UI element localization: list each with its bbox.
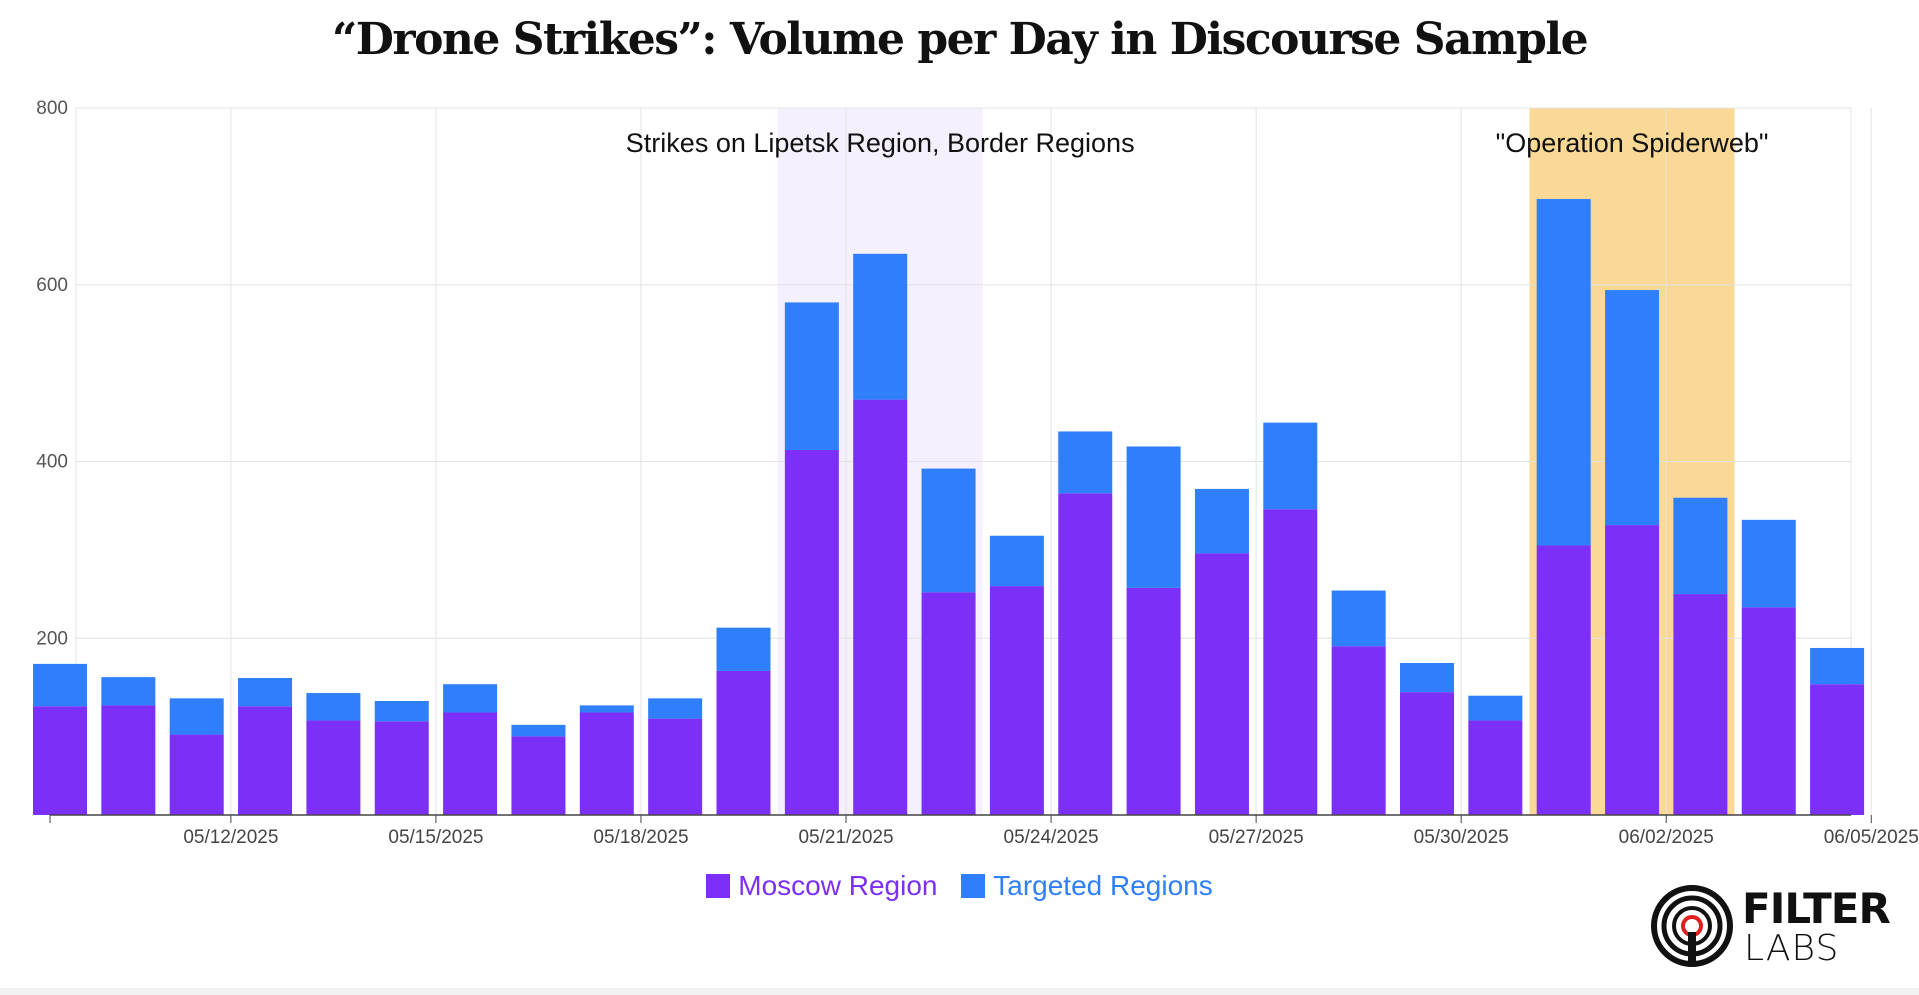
x-tick-label: 05/24/2025 <box>1004 827 1099 848</box>
bar-targeted <box>989 535 1044 587</box>
legend: Moscow Region Targeted Regions <box>0 870 1919 905</box>
legend-swatch-targeted <box>961 874 986 898</box>
x-tick-label: 05/27/2025 <box>1209 827 1304 848</box>
bar-moscow <box>784 450 839 815</box>
bar-moscow <box>1741 607 1796 815</box>
bar-targeted <box>1126 446 1181 588</box>
bar-moscow <box>101 705 156 815</box>
bar-targeted <box>101 677 156 706</box>
x-tick-label: 06/05/2025 <box>1824 827 1919 848</box>
bar-moscow <box>1673 594 1728 815</box>
filter-labs-logo: FILTER LABS <box>1650 880 1891 980</box>
highlight-label: "Operation Spiderweb" <box>1496 128 1769 158</box>
y-tick-label: 600 <box>36 275 68 296</box>
bar-moscow <box>716 670 771 815</box>
bar-targeted <box>1058 431 1113 494</box>
bar-moscow <box>443 712 498 815</box>
bar-moscow <box>1126 587 1181 815</box>
legend-swatch-moscow <box>706 874 731 898</box>
bar-targeted <box>784 302 839 451</box>
bar-moscow <box>1536 545 1591 815</box>
bar-targeted <box>1194 488 1249 554</box>
bar-moscow <box>1331 646 1386 815</box>
bars <box>33 199 1865 815</box>
bar-moscow <box>238 706 293 815</box>
x-tick-label: 06/02/2025 <box>1619 827 1714 848</box>
bar-targeted <box>1468 695 1523 721</box>
bar-targeted <box>238 678 293 707</box>
bar-targeted <box>1741 519 1796 608</box>
chart-area: 200 400 600 800 05/12/2025 05/15/2025 05/18/20… <box>33 98 1919 848</box>
x-tick-label: 05/30/2025 <box>1414 827 1509 848</box>
bar-moscow <box>1058 493 1113 815</box>
bar-moscow <box>1194 553 1249 815</box>
bar-moscow <box>511 736 566 815</box>
x-tick-label: 05/21/2025 <box>798 827 893 848</box>
bar-moscow <box>579 712 634 815</box>
bar-moscow <box>1468 720 1523 815</box>
axes: 200 400 600 800 05/12/2025 05/15/2025 05/18/20… <box>36 98 1919 848</box>
y-tick-label: 200 <box>36 628 68 649</box>
bar-moscow <box>989 586 1044 815</box>
bar-targeted <box>169 698 224 735</box>
x-tick-label: 05/12/2025 <box>183 827 278 848</box>
bar-targeted <box>1263 422 1318 510</box>
logo-text-line1: FILTER <box>1742 884 1891 933</box>
bar-targeted <box>33 663 87 707</box>
footer-band <box>0 988 1919 995</box>
highlight-label: Strikes on Lipetsk Region, Border Region… <box>626 128 1135 158</box>
y-tick-label: 800 <box>36 98 68 119</box>
bar-targeted <box>1400 662 1454 693</box>
filter-labs-logo-icon <box>1651 885 1733 967</box>
bar-targeted <box>1536 199 1591 546</box>
bar-targeted <box>921 468 976 593</box>
bar-moscow <box>1605 525 1660 815</box>
bar-moscow <box>1400 692 1454 815</box>
annotations: Strikes on Lipetsk Region, Border Region… <box>626 128 1769 158</box>
x-tick-label: 05/15/2025 <box>388 827 483 848</box>
bar-targeted <box>853 253 908 400</box>
chart-title: “Drone Strikes”: Volume per Day in Disco… <box>331 14 1589 65</box>
legend-label-targeted: Targeted Regions <box>993 870 1213 901</box>
bar-targeted <box>511 724 566 737</box>
legend-item-targeted[interactable]: Targeted Regions <box>961 870 1213 902</box>
bar-targeted <box>1810 647 1865 685</box>
bar-moscow <box>1263 509 1318 815</box>
bar-moscow <box>1810 684 1865 815</box>
bar-moscow <box>306 720 361 815</box>
bar-targeted <box>1331 590 1386 647</box>
bar-moscow <box>921 592 976 815</box>
bar-moscow <box>853 399 908 815</box>
bar-targeted <box>374 700 429 722</box>
legend-item-moscow[interactable]: Moscow Region <box>706 870 937 902</box>
bar-moscow <box>33 706 87 815</box>
bar-targeted <box>716 627 771 671</box>
y-tick-label: 400 <box>36 452 68 473</box>
bar-moscow <box>648 718 703 815</box>
bar-targeted <box>579 705 634 713</box>
bar-targeted <box>443 684 498 713</box>
bar-targeted <box>1605 290 1660 526</box>
bar-moscow <box>169 734 224 815</box>
bar-targeted <box>648 698 703 719</box>
bar-targeted <box>1673 497 1728 595</box>
bar-moscow <box>374 721 429 815</box>
legend-label-moscow: Moscow Region <box>738 870 938 901</box>
x-tick-label: 05/18/2025 <box>593 827 688 848</box>
logo-text-line2: LABS <box>1744 928 1840 969</box>
bar-targeted <box>306 693 361 721</box>
